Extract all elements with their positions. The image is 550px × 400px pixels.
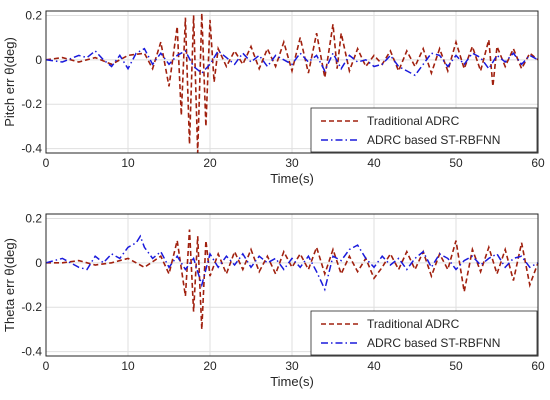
x-tick-label: 10 <box>121 359 135 373</box>
legend-box <box>310 107 538 153</box>
x-tick-label: 60 <box>531 156 545 170</box>
y-tick-label: 0 <box>35 256 42 270</box>
x-tick-label: 30 <box>285 359 299 373</box>
plot-1: 0 10 20 30 40 50 60 -0.4 -0.2 0 0.2 Time(s) Pitch er… <box>2 8 545 186</box>
legend: Traditional ADRC ADRC based ST-RBFNN <box>310 107 538 153</box>
plot-2: 0 10 20 30 40 50 60 -0.4 -0.2 0 0.2 Time(s) Theta er… <box>2 211 545 389</box>
legend-label: Traditional ADRC <box>367 114 460 128</box>
legend-label: ADRC based ST-RBFNN <box>367 133 500 147</box>
x-tick-label: 40 <box>367 359 381 373</box>
y-tick-label: -0.4 <box>21 142 42 156</box>
x-tick-label: 50 <box>449 359 463 373</box>
x-tick-label: 0 <box>43 156 50 170</box>
y-axis-label: Theta err θ(deg) <box>2 238 17 332</box>
x-axis-label: Time(s) <box>270 171 314 186</box>
x-tick-label: 20 <box>203 156 217 170</box>
axes-frame <box>45 213 539 357</box>
series-line-adrc-st-rbfnn <box>45 234 539 292</box>
x-tick-label: 10 <box>121 156 135 170</box>
y-axis-label: Pitch err θ(deg) <box>2 37 17 127</box>
x-tick-label: 20 <box>203 359 217 373</box>
series-line-adrc-st-rbfnn <box>45 47 539 77</box>
x-tick-label: 0 <box>43 359 50 373</box>
legend-box <box>310 310 538 356</box>
y-tick-label: 0.2 <box>25 211 42 225</box>
x-tick-label: 50 <box>449 156 463 170</box>
y-tick-label: -0.2 <box>21 300 42 314</box>
legend-label: Traditional ADRC <box>367 317 460 331</box>
y-tick-label: -0.2 <box>21 97 42 111</box>
legend-label: ADRC based ST-RBFNN <box>367 336 500 350</box>
x-tick-label: 40 <box>367 156 381 170</box>
legend: Traditional ADRC ADRC based ST-RBFNN <box>310 310 538 356</box>
y-tick-label: 0.2 <box>25 8 42 22</box>
x-tick-label: 30 <box>285 156 299 170</box>
y-tick-label: -0.4 <box>21 345 42 359</box>
x-tick-label: 60 <box>531 359 545 373</box>
y-tick-label: 0 <box>35 53 42 67</box>
series-line-traditional-adrc <box>45 13 539 154</box>
x-axis-label: Time(s) <box>270 374 314 389</box>
axes-frame <box>45 10 539 154</box>
series-line-traditional-adrc <box>46 229 539 330</box>
